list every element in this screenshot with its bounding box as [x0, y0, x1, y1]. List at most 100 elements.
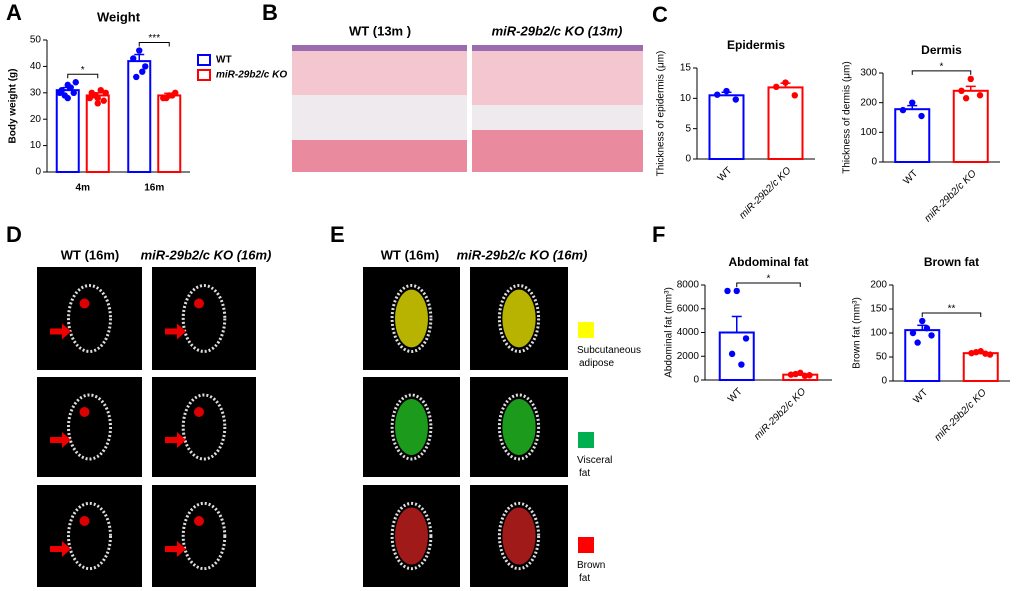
y-tick-label: 150 [870, 304, 887, 315]
data-point [976, 92, 984, 99]
legend-swatch [197, 54, 211, 66]
y-tick-label: 200 [860, 97, 877, 108]
data-point [102, 89, 109, 97]
image-label: miR-29b2/c KO (13m) [492, 23, 623, 38]
data-point [86, 94, 93, 102]
data-point [733, 287, 740, 295]
data-point [724, 287, 731, 295]
x-tick-label: miR-29b2/c KO [737, 165, 793, 221]
panel-letter: B [262, 0, 278, 25]
y-tick-label: 20 [30, 114, 42, 125]
data-point [169, 92, 176, 99]
legend-label: WT [216, 55, 232, 66]
data-point [782, 79, 789, 86]
x-tick-label: WT [716, 165, 735, 184]
arrow [165, 432, 186, 448]
data-point [133, 73, 140, 81]
skeleton [390, 501, 433, 571]
data-point [56, 89, 63, 97]
legend-swatch [578, 432, 594, 448]
skeleton [181, 501, 227, 571]
y-tick-label: 100 [860, 127, 877, 138]
skeleton [390, 284, 433, 353]
fat [502, 507, 536, 565]
panel-letter: E [330, 222, 345, 247]
data-point [928, 332, 935, 339]
data-point [67, 84, 74, 91]
significance-label: * [940, 62, 944, 73]
bar [157, 94, 182, 173]
data-point [130, 55, 137, 62]
y-tick-label: 0 [881, 376, 887, 387]
brown-fat [79, 407, 90, 417]
data-point [100, 97, 107, 104]
data-point [163, 94, 170, 102]
brown-fat [79, 298, 90, 309]
y-axis-label: Body weight (g) [8, 69, 19, 144]
bar [85, 94, 110, 173]
data-point [792, 370, 799, 378]
y-tick-label: 5 [685, 123, 691, 134]
skeleton [497, 284, 541, 353]
x-tick-label: WT [901, 168, 920, 187]
fat [502, 399, 536, 455]
y-tick-label: 4000 [677, 327, 700, 338]
chart-title: Dermis [921, 43, 962, 57]
bar [708, 94, 745, 161]
image-label: miR-29b2/c KO (16m) [457, 247, 588, 262]
skeleton [67, 284, 112, 353]
ct-scan [152, 377, 256, 477]
y-tick-label: 200 [870, 280, 887, 291]
panel-letter: F [652, 222, 665, 247]
data-point [738, 361, 745, 368]
fat-legend: Subcutaneous adipose Visceral fat Brown fat [577, 322, 641, 584]
significance-label: * [81, 65, 85, 76]
data-point [714, 91, 721, 98]
y-tick-label: 6000 [677, 303, 700, 314]
arrow [165, 323, 186, 340]
bar [55, 89, 80, 173]
bar [952, 89, 989, 163]
histology-images [292, 45, 643, 172]
y-axis-label: Brown fat (mm³) [852, 297, 863, 369]
y-tick-label: 0 [685, 154, 691, 165]
x-tick-label: miR-29b2/c KO [933, 387, 989, 443]
bar [767, 86, 804, 160]
data-point [723, 87, 730, 95]
fat [395, 399, 428, 455]
y-tick-label: 0 [35, 167, 41, 178]
y-tick-label: 50 [876, 352, 888, 363]
legend-swatch [197, 69, 211, 81]
x-tick-label: WT [726, 386, 745, 405]
image-label: miR-29b2/c KO (16m) [141, 247, 272, 262]
y-tick-label: 10 [30, 140, 42, 151]
chart-title: Weight [97, 9, 141, 24]
panel-letter: A [6, 0, 22, 25]
chart-title: Brown fat [924, 255, 979, 269]
data-point [919, 317, 926, 325]
image-label: WT (16m) [61, 247, 120, 262]
image-label: WT (13m ) [349, 23, 411, 38]
y-tick-label: 15 [680, 63, 692, 74]
bar [904, 329, 941, 382]
ct-scan [152, 485, 256, 587]
x-tick-label: WT [911, 387, 930, 406]
brown-fat [79, 516, 90, 526]
y-tick-label: 50 [30, 35, 42, 46]
y-tick-label: 40 [30, 61, 42, 72]
data-point [91, 92, 98, 99]
y-tick-label: 2000 [677, 351, 700, 362]
data-point [791, 92, 798, 99]
data-point [139, 68, 146, 75]
panel-letter: D [6, 222, 22, 247]
data-point [773, 83, 780, 91]
ct-scan [37, 267, 142, 370]
skeleton [497, 393, 541, 461]
brown-fat [194, 407, 204, 417]
legend-label: miR-29b2/c KO [216, 70, 287, 81]
data-point [94, 100, 101, 107]
y-tick-label: 100 [870, 328, 887, 339]
panel-letter: C [652, 2, 668, 27]
